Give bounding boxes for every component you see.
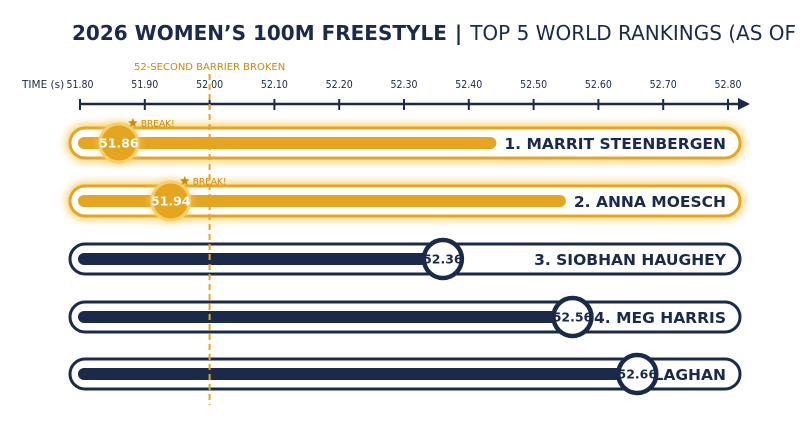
- category-label: 2. ANNA MOESCH: [574, 193, 726, 211]
- x-tick-label: 52.60: [585, 79, 612, 91]
- bar: [78, 137, 497, 149]
- x-tick-label: 51.90: [131, 79, 158, 91]
- data-label: 52.56: [553, 310, 593, 325]
- x-axis-label: TIME (s): [21, 79, 64, 91]
- x-tick-label: 52.30: [390, 79, 417, 91]
- reference-line-label: 52-SECOND BARRIER BROKEN: [134, 62, 285, 73]
- x-tick-label: 52.80: [714, 79, 741, 91]
- bar: [78, 311, 573, 323]
- x-tick-label: 52.20: [326, 79, 353, 91]
- bar: [78, 253, 443, 265]
- chart-subtitle: TOP 5 WORLD RANKINGS (AS OF OCT 2026): [469, 21, 800, 45]
- chart-title-main: 2026 WOMEN’S 100M FREESTYLE: [72, 21, 447, 45]
- x-tick-label: 52.10: [261, 79, 288, 91]
- data-label: 51.94: [151, 194, 191, 209]
- break-label: BREAK!: [141, 120, 175, 130]
- break-label: BREAK!: [193, 178, 227, 188]
- star-icon: [128, 118, 138, 127]
- bar: [78, 195, 566, 207]
- value-marker: [616, 352, 659, 396]
- data-label: 52.66: [618, 367, 658, 382]
- value-marker: [421, 237, 465, 281]
- x-tick-label: 51.80: [66, 79, 93, 91]
- x-tick-label: 52.40: [455, 79, 482, 91]
- value-marker: [98, 122, 140, 164]
- chart-title: 2026 WOMEN’S 100M FREESTYLE | TOP 5 WORL…: [72, 21, 800, 45]
- bar: [78, 368, 638, 380]
- x-tick-label: 52.50: [520, 79, 547, 91]
- title-separator: |: [455, 21, 462, 45]
- reference-line: 52-SECOND BARRIER BROKEN: [134, 62, 285, 405]
- category-label: 3. SIOBHAN HAUGHEY: [534, 251, 727, 269]
- star-icon: [180, 176, 190, 185]
- data-label: 52.36: [423, 252, 463, 267]
- category-label: 1. MARRIT STEENBERGEN: [504, 135, 726, 153]
- bar-row: 3. SIOBHAN HAUGHEY 52.36: [68, 237, 742, 281]
- x-axis-arrow: [738, 98, 750, 110]
- value-marker: [150, 180, 192, 222]
- category-label: 4. MEG HARRIS: [594, 309, 726, 327]
- data-label: 51.86: [99, 136, 139, 151]
- value-marker: [551, 295, 594, 339]
- x-axis: 51.8051.9052.0052.1052.2052.3052.4052.50…: [66, 79, 750, 110]
- x-tick-label: 52.70: [650, 79, 677, 91]
